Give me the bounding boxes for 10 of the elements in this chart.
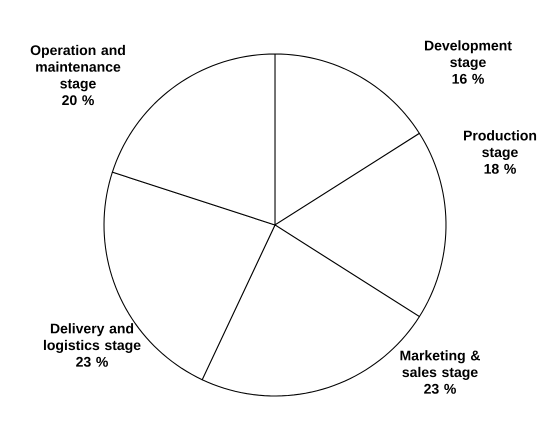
data-label: 23 % [76,356,108,367]
slice-label: Operation and maintenance stage [30,44,125,92]
data-label: 18 % [484,164,516,174]
slice-label: Marketing & sales stage [400,350,480,380]
data-label: 20 % [62,95,94,106]
slice-label: Production stage [464,130,536,160]
slice-label: Development stage [424,40,512,70]
data-label: 16 % [452,74,484,84]
data-label: 23 % [424,384,456,394]
slice-label: Delivery and logistics stage [44,323,141,353]
